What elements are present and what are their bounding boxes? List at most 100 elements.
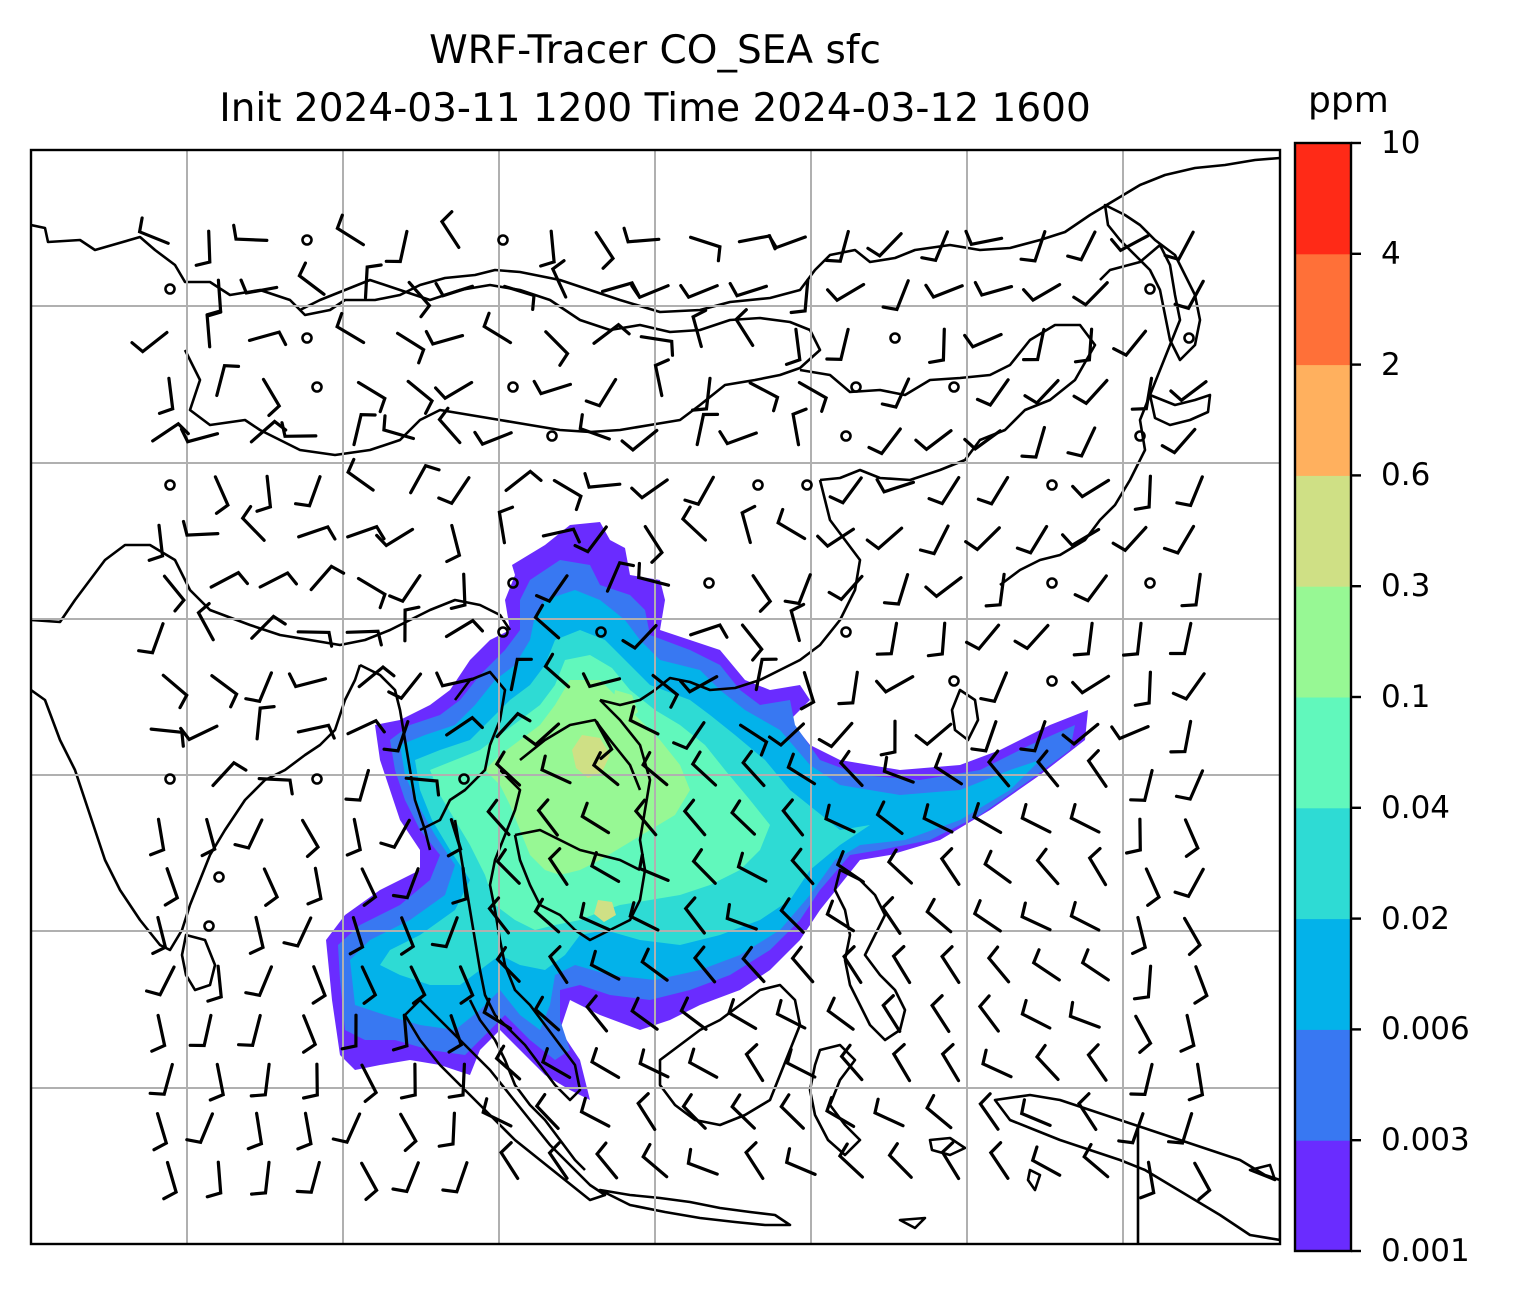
wind-barb (481, 1097, 513, 1128)
colorbar-tick-label: 0.04 (1381, 789, 1451, 826)
wind-barb (736, 851, 768, 883)
wind-barbs (130, 210, 1212, 1201)
wind-barb (1129, 1062, 1154, 1097)
colorbar-tick-label: 10 (1381, 125, 1421, 161)
wind-barb (294, 475, 322, 508)
wind-barb (258, 570, 298, 589)
wind-barb (1036, 749, 1060, 788)
wind-barb (384, 229, 409, 264)
gridlines (31, 150, 1280, 1244)
wind-barb (817, 721, 854, 749)
wind-barb (679, 284, 719, 300)
wind-barb (630, 478, 669, 500)
wind-barb (639, 335, 675, 357)
wind-barb (1125, 817, 1142, 855)
wind-barb (1133, 474, 1152, 511)
china-east-coast (799, 323, 1097, 482)
wind-barb (973, 281, 1014, 297)
wind-barb (790, 945, 815, 984)
wind-barb (981, 1048, 1013, 1079)
wind-barb (534, 1093, 560, 1130)
wind-barb (972, 802, 1003, 834)
wind-barb (940, 945, 961, 984)
wind-barb (1086, 1043, 1108, 1082)
wind-barb (691, 376, 712, 412)
wind-calm-marker (840, 626, 852, 638)
wind-barb (1030, 1145, 1062, 1177)
wind-barb (360, 867, 378, 907)
wind-barb (357, 665, 396, 689)
wind-barb (1129, 768, 1154, 802)
wind-barb (206, 964, 223, 1003)
wind-barb (1169, 380, 1208, 403)
wind-calm-marker (311, 381, 323, 393)
colorbar-segment (1295, 475, 1351, 587)
wind-barb (637, 561, 671, 587)
wind-barb (924, 576, 963, 599)
map-title-line2: Init 2024-03-11 1200 Time 2024-03-12 160… (219, 86, 1091, 131)
wind-barb (296, 630, 334, 648)
myanmar-border (419, 670, 507, 832)
wind-barb (213, 475, 230, 515)
wind-barb (824, 229, 850, 263)
wind-barb (1022, 327, 1046, 362)
wind-barb (162, 1160, 178, 1201)
wind-barb (925, 897, 953, 934)
wind-barb (595, 1141, 619, 1180)
wind-barb (437, 1111, 456, 1148)
wind-barb (439, 210, 461, 249)
wind-barb (926, 621, 947, 658)
wind-barb (239, 278, 279, 295)
wind-barb (391, 1013, 409, 1052)
wind-barb (360, 965, 378, 1005)
wind-barb (839, 1043, 864, 1082)
wind-barb (1174, 769, 1205, 801)
wind-barb (718, 430, 758, 446)
wind-calm-marker (203, 920, 215, 932)
wind-barb (335, 213, 365, 247)
wind-barb (979, 671, 1008, 704)
japan-south (1148, 393, 1212, 427)
wind-barb (879, 719, 897, 757)
wind-barb (828, 476, 863, 505)
wind-barb (1082, 1142, 1110, 1179)
wind-barb (503, 284, 536, 311)
wind-barb (240, 505, 266, 542)
wind-barb (297, 524, 337, 541)
wind-barb (728, 281, 768, 298)
wind-barb (689, 235, 722, 263)
wind-barb (495, 711, 532, 739)
wind-barb (250, 614, 287, 640)
wind-barb (360, 1161, 379, 1201)
wind-barb (1071, 478, 1111, 499)
wind-barb (486, 798, 511, 837)
wind-barb (399, 1062, 417, 1100)
wind-barb (621, 624, 658, 651)
colorbar-tick-label: 0.1 (1381, 679, 1431, 715)
wind-barb (578, 413, 611, 441)
wind-barb (311, 965, 327, 1005)
wind-barb (730, 1093, 756, 1130)
wind-barb (188, 1013, 213, 1048)
india-west-coast (31, 543, 512, 647)
wind-barb (215, 364, 241, 398)
wind-barb (375, 527, 415, 548)
map-area (31, 150, 1280, 1244)
wind-barb (1183, 916, 1202, 956)
wind-barb (473, 430, 513, 447)
wind-barb (1019, 720, 1047, 753)
wind-barb (651, 673, 680, 709)
wind-barb (540, 1047, 572, 1079)
wind-barb (209, 570, 249, 589)
wind-barb (302, 1062, 319, 1100)
wind-barb (1020, 901, 1052, 932)
wind-barb (163, 867, 180, 907)
china-south-coast (599, 479, 862, 707)
wind-barb (914, 429, 953, 452)
wind-barb (1132, 964, 1153, 1001)
wind-barb (346, 524, 386, 541)
wind-calm-marker (301, 332, 313, 344)
wind-barb (786, 752, 817, 786)
wind-barb (1073, 574, 1108, 603)
sri-lanka (180, 933, 217, 992)
